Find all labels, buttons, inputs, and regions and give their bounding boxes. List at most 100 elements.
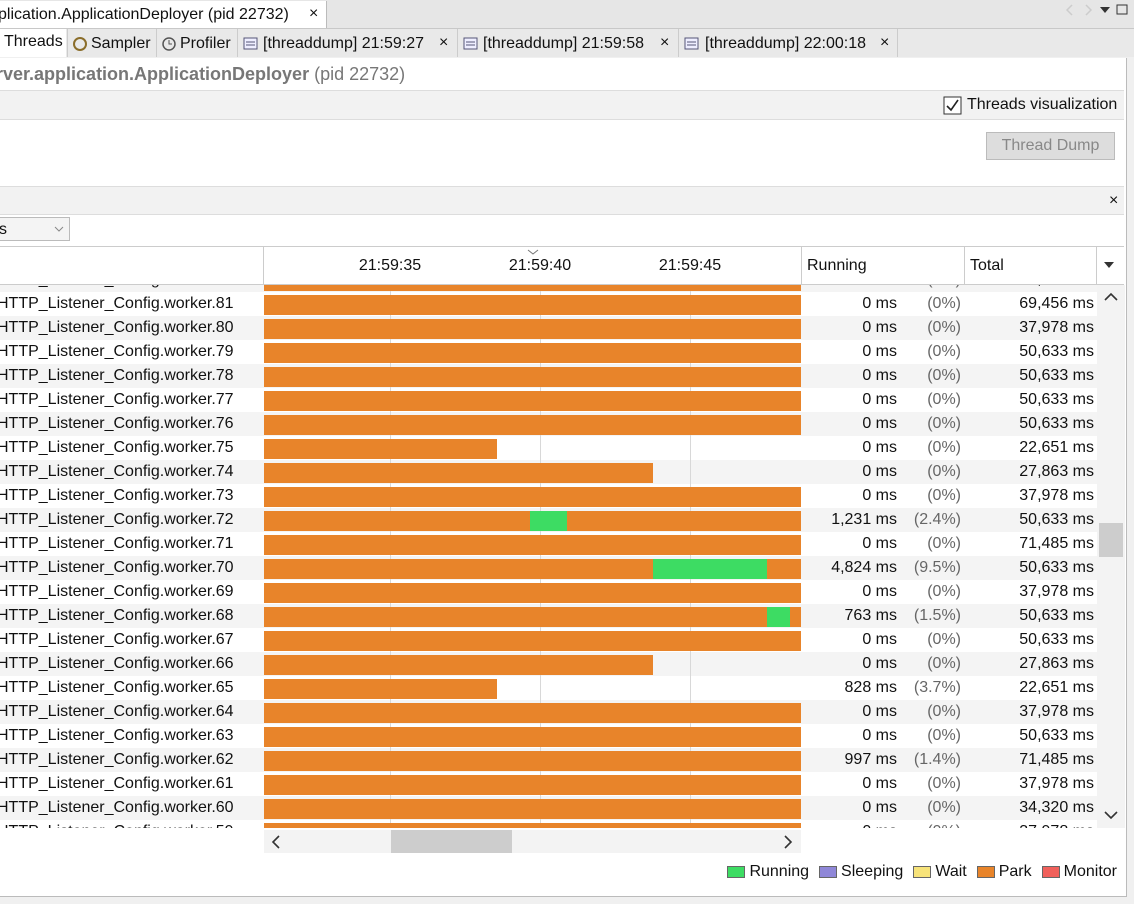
total-time: 50,633 ms bbox=[1019, 391, 1094, 408]
total-time: 50,633 ms bbox=[1019, 727, 1094, 744]
running-percent: (0%) bbox=[927, 631, 961, 648]
thread-row: HTTP_Listener_Config.worker.65 828 ms (3.7… bbox=[0, 676, 1097, 700]
timeline bbox=[264, 508, 801, 532]
total-time: 71,485 ms bbox=[1019, 535, 1094, 552]
state-bar bbox=[264, 751, 801, 771]
running-percent: (0%) bbox=[927, 583, 961, 600]
close[interactable]: × bbox=[1109, 192, 1119, 209]
total-time: 50,633 ms bbox=[1019, 631, 1094, 648]
grid-line bbox=[690, 436, 691, 460]
state-bar bbox=[264, 487, 801, 507]
close[interactable]: × bbox=[309, 5, 319, 22]
thread-row: HTTP_Listener_Config.worker.61 0 ms (0%) 37… bbox=[0, 772, 1097, 796]
state-bar bbox=[790, 607, 801, 627]
grid-line bbox=[540, 436, 541, 460]
total-time: 27,863 ms bbox=[1019, 655, 1094, 672]
filter-dropdown[interactable]: s bbox=[0, 217, 70, 241]
subtab[interactable]: [threaddump] 22:00:18 × bbox=[678, 29, 898, 57]
timeline bbox=[264, 292, 801, 316]
running-time: 0 ms bbox=[862, 535, 897, 552]
scroll-down[interactable] bbox=[1103, 809, 1119, 821]
total-time: 37,978 ms bbox=[1019, 487, 1094, 504]
main-tab[interactable]: plication.ApplicationDeployer (pid 22732… bbox=[0, 1, 327, 28]
thread-row: HTTP_Listener_Config.worker.72 1,231 ms (2… bbox=[0, 508, 1097, 532]
running-percent: (9.5%) bbox=[913, 559, 961, 576]
subtab-label: Threads bbox=[4, 33, 63, 50]
timeline bbox=[264, 412, 801, 436]
state-bar bbox=[264, 655, 653, 675]
running-time: 1,231 ms bbox=[831, 511, 897, 528]
close[interactable]: × bbox=[439, 34, 449, 51]
subtab[interactable]: Sampler bbox=[67, 29, 156, 57]
subtab[interactable]: [threaddump] 21:59:27 × bbox=[237, 29, 457, 57]
scroll-up[interactable] bbox=[1103, 291, 1119, 303]
scroll-thumb[interactable] bbox=[391, 830, 512, 853]
state-bar bbox=[264, 703, 801, 723]
state-bar bbox=[264, 415, 801, 435]
scroll-thumb[interactable] bbox=[1099, 523, 1123, 557]
total-time: 50,633 ms bbox=[1019, 559, 1094, 576]
subtab[interactable]: [threaddump] 21:59:58 × bbox=[457, 29, 678, 57]
running-time: 0 ms bbox=[862, 727, 897, 744]
running-percent: (1.5%) bbox=[913, 607, 961, 624]
legend-item: Sleeping bbox=[819, 863, 903, 881]
running-percent: (0%) bbox=[927, 367, 961, 384]
total-time: 34,320 ms bbox=[1019, 799, 1094, 816]
thread-row: HTTP_Listener_Config.worker.78 0 ms (0%) 50… bbox=[0, 364, 1097, 388]
thread-row: HTTP_Listener_Config.worker.73 0 ms (0%) 37… bbox=[0, 484, 1097, 508]
column-header: Total bbox=[970, 257, 1004, 274]
close[interactable]: × bbox=[660, 34, 670, 51]
checkbox[interactable] bbox=[943, 96, 963, 116]
state-bar bbox=[264, 295, 801, 315]
total-time: 37,978 ms bbox=[1019, 319, 1094, 336]
state-bar bbox=[264, 391, 801, 411]
thread-row: HTTP_Listener_Config.worker.64 0 ms (0%) 37… bbox=[0, 700, 1097, 724]
close[interactable]: × bbox=[880, 34, 890, 51]
thread-name: HTTP_Listener_Config.worker.59 bbox=[0, 823, 260, 828]
thread-name: HTTP_Listener_Config.worker.76 bbox=[0, 415, 234, 432]
subtab[interactable]: Profiler bbox=[156, 29, 237, 57]
state-bar bbox=[264, 631, 801, 651]
thread-row: HTTP_Listener_Config.worker.79 0 ms (0%) 50… bbox=[0, 340, 1097, 364]
legend-label: Monitor bbox=[1063, 863, 1117, 880]
subtab-label: [threaddump] 21:59:58 bbox=[483, 35, 645, 52]
total-time: 50,633 ms bbox=[1019, 607, 1094, 624]
state-bar bbox=[264, 823, 801, 828]
timeline bbox=[264, 556, 801, 580]
separator bbox=[801, 247, 802, 286]
table-header: Running Total 21:59:35 21:59:40 21:59:45 bbox=[0, 246, 1124, 286]
running-time: 828 ms bbox=[844, 679, 897, 696]
state-bar bbox=[264, 775, 801, 795]
time-tick: 21:59:40 bbox=[508, 257, 572, 274]
scroll-right[interactable] bbox=[782, 834, 794, 850]
running-time: 0 ms bbox=[802, 285, 897, 289]
subtab-label: [threaddump] 21:59:27 bbox=[263, 35, 425, 52]
thread-name: HTTP_Listener_Config.worker.74 bbox=[0, 463, 234, 480]
horizontal-scrollbar[interactable] bbox=[264, 830, 801, 853]
running-time: 0 ms bbox=[862, 631, 897, 648]
thread-dump-button[interactable]: Thread Dump bbox=[986, 132, 1115, 160]
running-time: 0 ms bbox=[862, 487, 897, 504]
timeline bbox=[264, 436, 801, 460]
subtab-active[interactable]: Threads bbox=[0, 29, 66, 57]
vertical-scrollbar[interactable] bbox=[1097, 285, 1125, 828]
running-percent: (2.4%) bbox=[913, 511, 961, 528]
running-percent: (0%) bbox=[897, 285, 961, 289]
state-bar bbox=[264, 727, 801, 747]
timeline bbox=[264, 820, 801, 828]
column-menu[interactable] bbox=[1103, 261, 1115, 269]
thread-row: HTTP_Listener_Config.worker.68 763 ms (1.5… bbox=[0, 604, 1097, 628]
thread-name: HTTP_Listener_Config.worker.64 bbox=[0, 703, 234, 720]
thread-name: HTTP_Listener_Config.worker.81 bbox=[0, 295, 234, 312]
grid-line bbox=[690, 460, 691, 484]
total-time: 50,633 ms bbox=[1019, 367, 1094, 384]
legend-item: Monitor bbox=[1041, 863, 1117, 881]
timeline bbox=[264, 652, 801, 676]
timeline bbox=[264, 316, 801, 340]
thread-row: HTTP_Listener_Config.worker.59 0 ms(0%) 37… bbox=[0, 820, 1097, 828]
thread-row: HTTP_Listener_Config.worker.62 997 ms (1.4… bbox=[0, 748, 1097, 772]
timeline bbox=[264, 700, 801, 724]
scroll-left[interactable] bbox=[270, 834, 282, 850]
thread-row: HTTP_Listener_Config.worker.66 0 ms (0%) 27… bbox=[0, 652, 1097, 676]
thread-rows: HTTP_Listener_Config.worker.820 ms(0%)37… bbox=[0, 285, 1097, 828]
